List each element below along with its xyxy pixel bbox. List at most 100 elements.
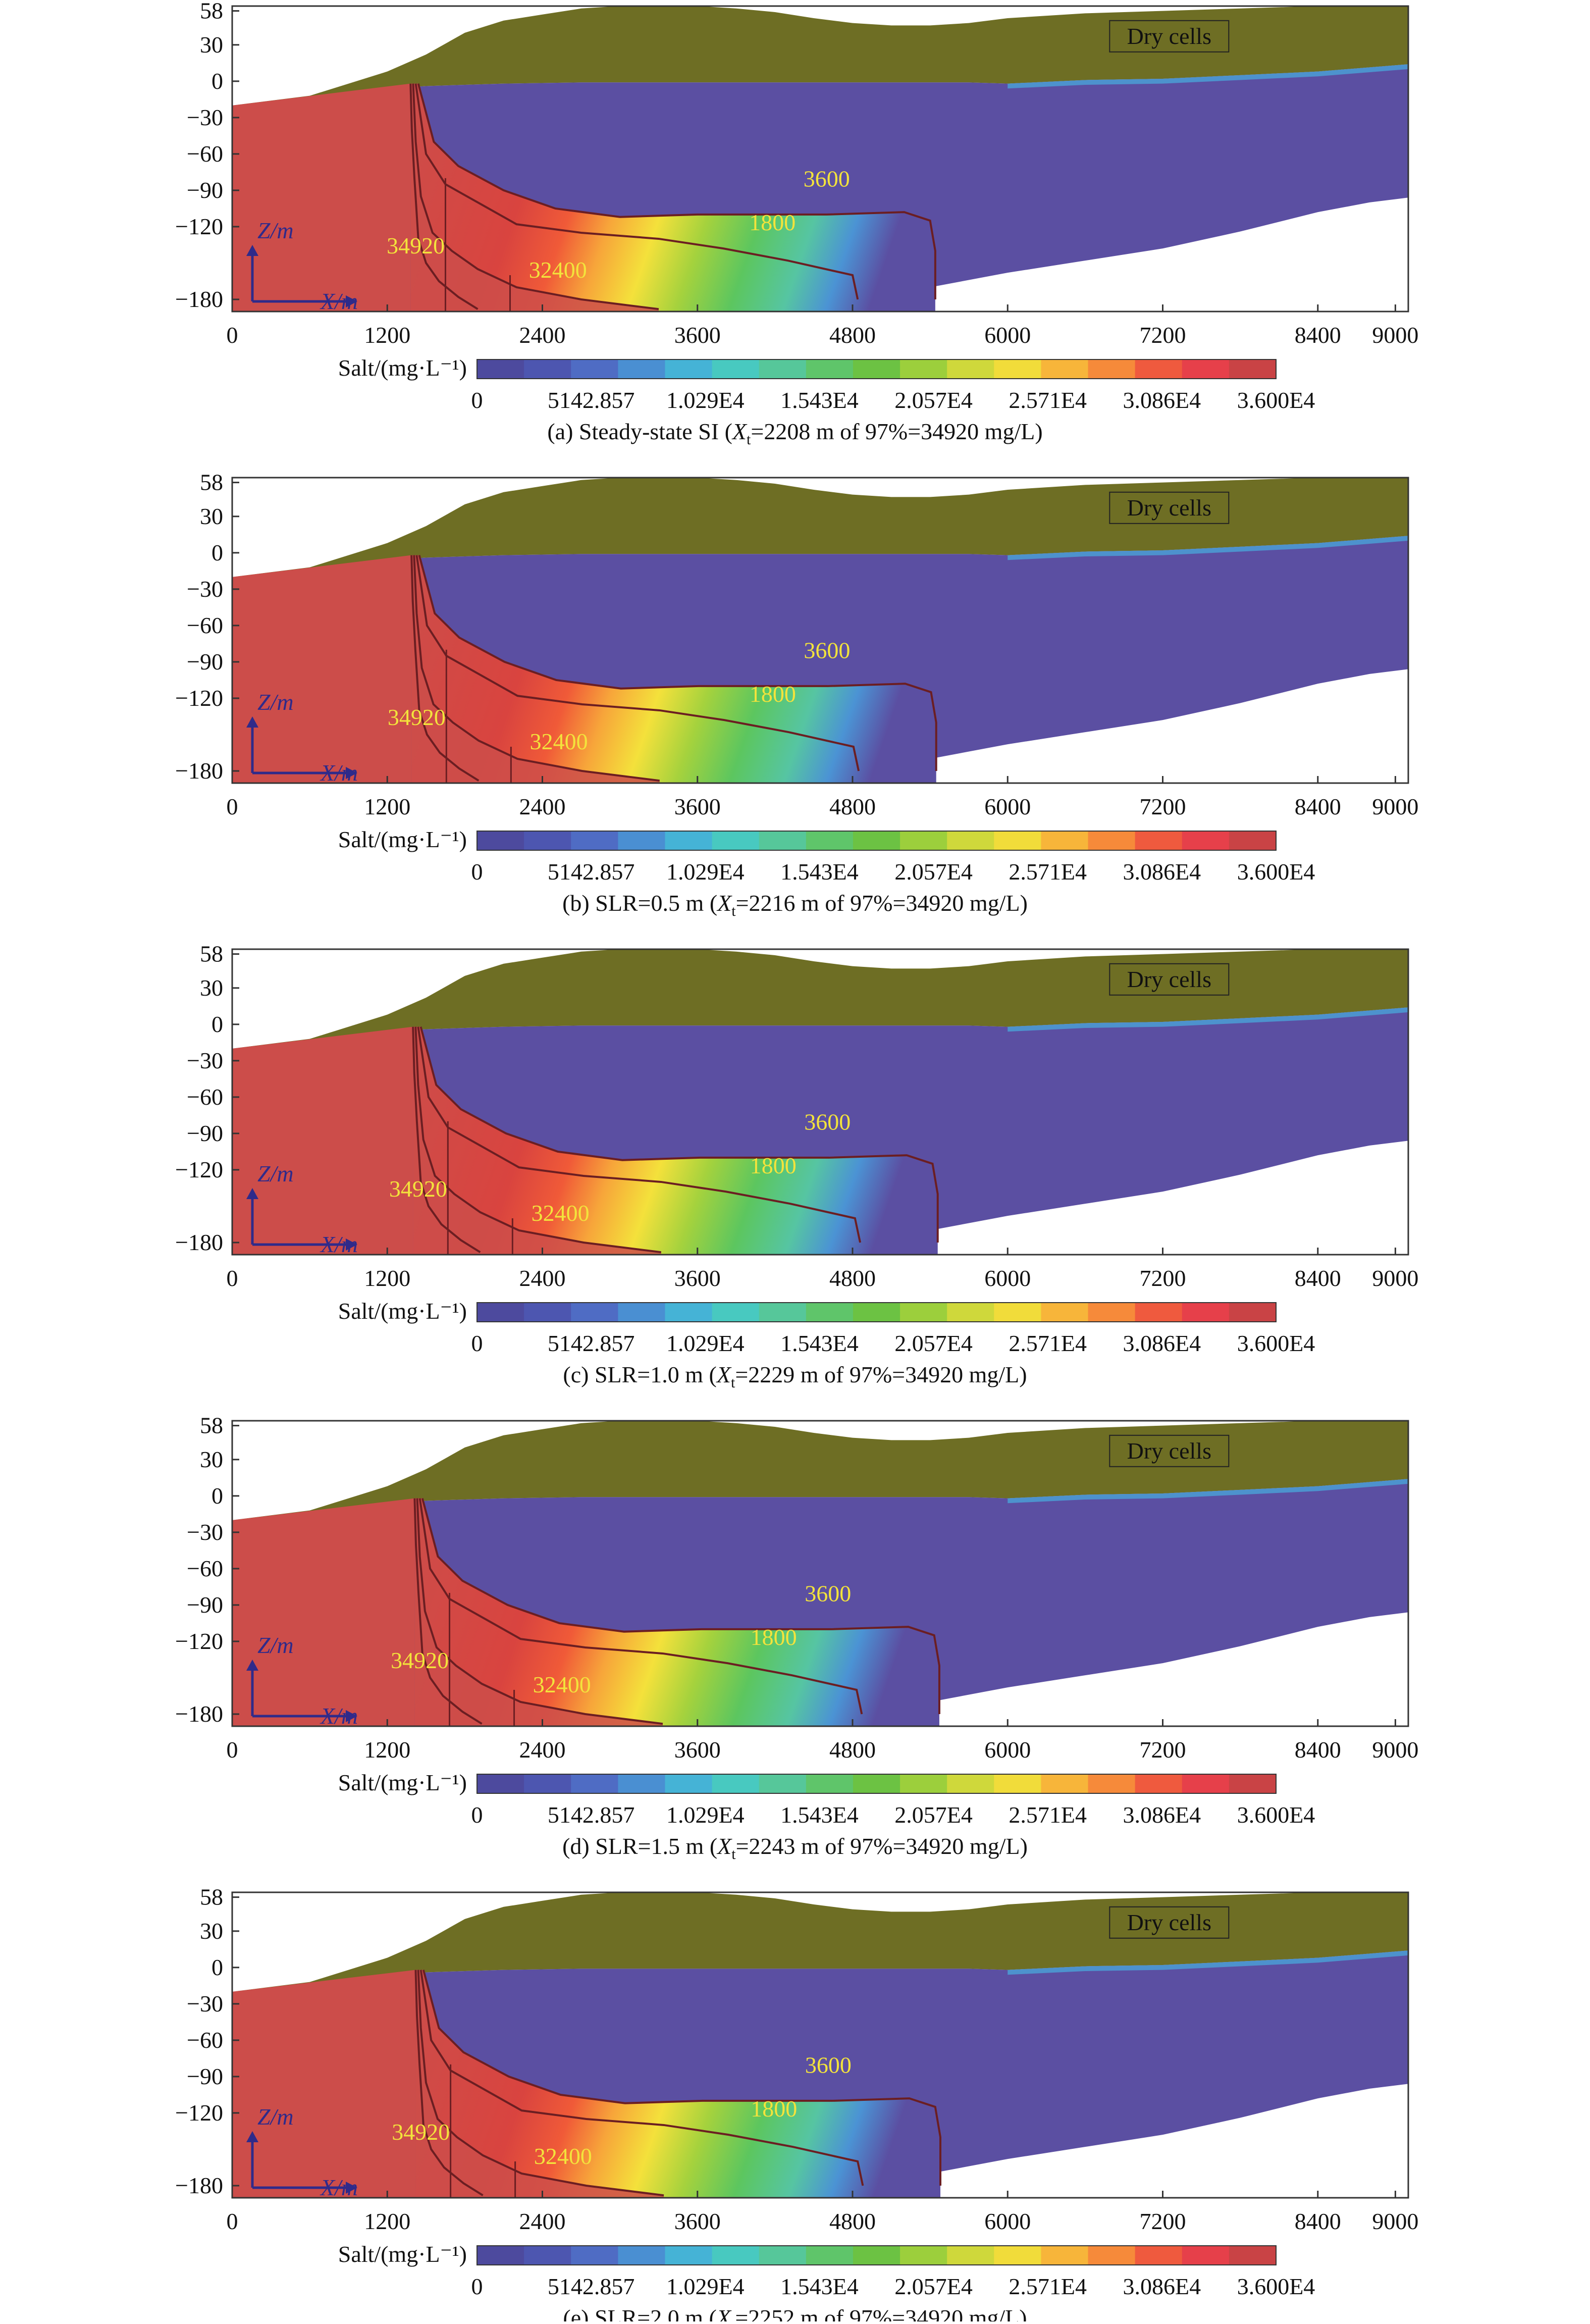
plot-area <box>232 6 1408 312</box>
colorbar-segment <box>1229 1303 1277 1322</box>
x-tick-label: 9000 <box>1372 2208 1418 2234</box>
colorbar-segment <box>1135 831 1183 850</box>
colorbar-segment <box>900 1774 948 1793</box>
colorbar-tick-label: 5142.857 <box>548 1330 635 1356</box>
x-tick-label: 0 <box>227 1737 238 1763</box>
colorbar-tick-label: 5142.857 <box>548 1802 635 1828</box>
colorbar-segment <box>853 831 901 850</box>
y-tick-label: 0 <box>211 1483 223 1509</box>
colorbar-segment <box>1041 2246 1089 2265</box>
contour-label-34920: 34920 <box>388 704 446 730</box>
colorbar-tick-label: 0 <box>471 1802 483 1828</box>
colorbar-frame <box>476 1302 1277 1322</box>
x-tick-label: 1200 <box>364 1265 410 1291</box>
colorbar-segment <box>806 1303 854 1322</box>
colorbar-tick-label: 3.600E4 <box>1237 1802 1315 1828</box>
colorbar-segment <box>1182 1774 1230 1793</box>
contour-34920 <box>409 83 479 310</box>
water-table-band <box>1008 1950 1408 1975</box>
x-tick-label: 0 <box>227 322 238 348</box>
colorbar-segment <box>853 1774 901 1793</box>
y-tick-label: 58 <box>200 1884 223 1910</box>
y-tick-label: −90 <box>187 177 223 203</box>
colorbar-tick-label: 5142.857 <box>548 387 635 413</box>
colorbar-segment <box>1229 2246 1277 2265</box>
z-arrow-head <box>246 716 258 728</box>
y-tick-label: 0 <box>211 68 223 94</box>
y-tick-label: −90 <box>187 1120 223 1146</box>
colorbar-segment <box>853 2246 901 2265</box>
y-tick-label: −180 <box>175 1229 223 1255</box>
y-tick-label: −120 <box>175 1157 223 1182</box>
y-tick-label: 0 <box>211 1011 223 1037</box>
colorbar-tick-label: 3.600E4 <box>1237 1330 1315 1356</box>
colorbar-segment <box>806 359 854 379</box>
colorbar-segment <box>947 1303 995 1322</box>
contour-label-34920: 34920 <box>392 2119 450 2145</box>
contour-32400 <box>417 1970 664 2197</box>
colorbar-segment <box>759 831 807 850</box>
colorbar-tick-label: 1.543E4 <box>780 859 859 885</box>
contour-32400 <box>414 1026 662 1254</box>
colorbar-segment <box>477 2246 525 2265</box>
colorbar-tick-label: 1.029E4 <box>666 387 745 413</box>
colorbar-segment <box>947 2246 995 2265</box>
colorbar-segment <box>806 1774 854 1793</box>
colorbar-segment <box>665 2246 713 2265</box>
x-arrow-head <box>346 1710 357 1722</box>
colorbar-label: Salt/(mg·L⁻¹) <box>338 1770 467 1795</box>
colorbar-segment <box>1135 1774 1183 1793</box>
colorbar-segment <box>1041 359 1089 379</box>
colorbar-segment <box>806 2246 854 2265</box>
salt-core <box>410 83 659 312</box>
colorbar-tick-label: 3.600E4 <box>1237 859 1315 885</box>
water-table-band <box>1008 536 1408 560</box>
colorbar-segment <box>853 1303 901 1322</box>
x-tick-label: 1200 <box>364 794 410 819</box>
y-tick-label: −180 <box>175 1701 223 1727</box>
y-tick-label: −30 <box>187 1519 223 1545</box>
contour-label-34920: 34920 <box>389 1176 447 1202</box>
colorbar-segment <box>1135 1303 1183 1322</box>
colorbar-frame <box>476 1774 1277 1794</box>
x-tick-label: 2400 <box>519 1265 566 1291</box>
colorbar-tick-label: 3.086E4 <box>1123 859 1201 885</box>
x-arrow-head <box>346 2182 357 2194</box>
y-tick-label: −180 <box>175 758 223 784</box>
y-tick-label: −180 <box>175 2173 223 2198</box>
z-arrow-head <box>246 1188 258 1199</box>
contour-label-1800: 1800 <box>750 1153 797 1178</box>
contour-32400 <box>416 1498 663 1725</box>
colorbar-label: Salt/(mg·L⁻¹) <box>338 827 467 852</box>
x-tick-label: 8400 <box>1295 1737 1341 1763</box>
x-tick-label: 6000 <box>984 794 1031 819</box>
colorbar-segment <box>665 1303 713 1322</box>
salt-core <box>414 1498 663 1726</box>
x-tick-label: 8400 <box>1295 794 1341 819</box>
x-tick-label: 4800 <box>829 2208 876 2234</box>
x-tick-label: 7200 <box>1140 1265 1186 1291</box>
colorbar-segment <box>1088 359 1136 379</box>
colorbar-segment <box>665 359 713 379</box>
colorbar-segment <box>524 2246 572 2265</box>
colorbar-segment <box>900 2246 948 2265</box>
colorbar-tick-label: 2.571E4 <box>1009 1330 1087 1356</box>
colorbar-segment <box>618 1774 666 1793</box>
salt-core <box>413 1026 661 1255</box>
x-tick-label: 2400 <box>519 794 566 819</box>
y-tick-label: −90 <box>187 2063 223 2089</box>
x-tick-label: 2400 <box>519 1737 566 1763</box>
x-tick-label: 1200 <box>364 322 410 348</box>
x-tick-label: 9000 <box>1372 1265 1418 1291</box>
dry-cells-box <box>1109 491 1230 524</box>
dry-cells-box <box>1109 963 1230 996</box>
colorbar-segment <box>1182 359 1230 379</box>
colorbar-segment <box>618 831 666 850</box>
dry-cells-region <box>232 478 1408 577</box>
x-tick-label: 9000 <box>1372 322 1418 348</box>
y-tick-label: −60 <box>187 141 223 167</box>
water-table-band <box>1008 1007 1408 1032</box>
colorbar-frame <box>476 831 1277 851</box>
x-tick-label: 6000 <box>984 2208 1031 2234</box>
colorbar-tick-label: 0 <box>471 1330 483 1356</box>
